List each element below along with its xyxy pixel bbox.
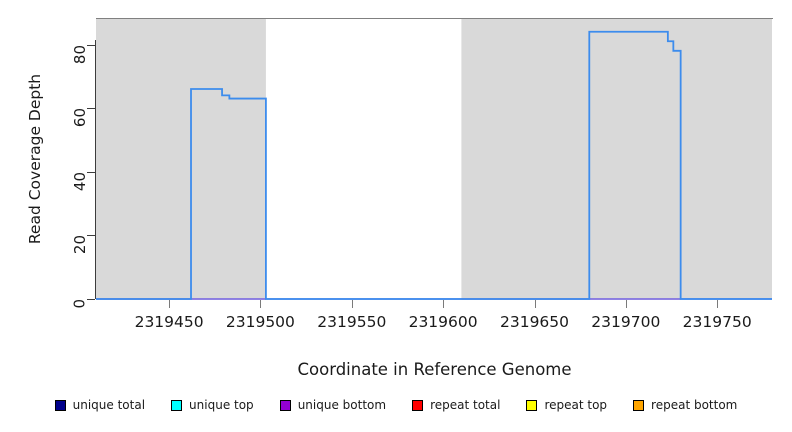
x-axis-tick-label: 2319700 xyxy=(591,313,661,331)
plot-area xyxy=(96,19,772,300)
square-swatch-icon xyxy=(633,399,645,411)
legend-item-label: repeat bottom xyxy=(651,398,738,412)
x-axis-tick-label: 2319750 xyxy=(682,313,752,331)
y-axis-tick xyxy=(87,235,95,237)
shaded-region xyxy=(461,19,772,299)
x-axis-title: Coordinate in Reference Genome xyxy=(297,360,572,379)
square-swatch-icon xyxy=(412,399,424,411)
x-axis-tick xyxy=(260,300,262,308)
y-axis-tick-label: 40 xyxy=(71,171,89,191)
x-axis-tick-label: 2319600 xyxy=(408,313,478,331)
x-axis-tick-label: 2319650 xyxy=(499,313,570,331)
square-swatch-icon xyxy=(54,399,66,411)
y-axis-tick xyxy=(87,299,95,300)
square-swatch-icon xyxy=(279,399,291,411)
square-swatch-icon xyxy=(526,399,538,411)
x-axis-tick xyxy=(351,300,353,308)
legend-item-label: repeat top xyxy=(544,398,608,412)
legend-item-label: unique total xyxy=(72,398,146,412)
x-axis-tick xyxy=(534,300,536,308)
legend-item: repeat total xyxy=(412,398,500,412)
x-axis-tick-label: 2319500 xyxy=(225,313,295,331)
repeat-shaded-regions xyxy=(96,19,772,299)
y-axis-tick xyxy=(87,44,95,46)
y-axis-title: Read Coverage Depth xyxy=(26,73,44,245)
legend-item-label: unique bottom xyxy=(297,398,387,412)
y-axis-tick-label: 20 xyxy=(71,235,89,255)
legend-item: unique top xyxy=(171,398,254,412)
x-axis-tick-label: 2319550 xyxy=(317,313,387,331)
y-axis-tick xyxy=(87,171,95,173)
x-axis-tick xyxy=(717,300,719,308)
y-axis-tick xyxy=(87,108,95,110)
legend-item-label: repeat total xyxy=(430,398,501,412)
y-axis-line xyxy=(95,40,96,299)
x-axis-tick xyxy=(625,300,627,308)
unique-total-trace xyxy=(96,30,772,300)
legend-item: repeat bottom xyxy=(633,398,737,412)
y-axis-tick-label: 80 xyxy=(71,44,89,64)
coverage-series-group xyxy=(96,30,772,300)
chart-legend: unique total unique top unique bottom repea… xyxy=(0,398,792,412)
x-axis-tick xyxy=(443,300,445,308)
shaded-region xyxy=(96,19,266,299)
x-axis-line xyxy=(96,299,773,300)
x-axis-tick xyxy=(169,300,171,308)
y-axis-tick-label: 0 xyxy=(71,299,89,309)
legend-item-label: unique top xyxy=(189,398,254,412)
square-swatch-icon xyxy=(171,399,183,411)
legend-item: unique total xyxy=(54,398,146,412)
legend-item: repeat top xyxy=(526,398,607,412)
x-axis-tick-label: 2319450 xyxy=(134,313,204,331)
y-axis-tick-label: 60 xyxy=(71,108,89,128)
legend-item: unique bottom xyxy=(279,398,387,412)
plot-canvas xyxy=(96,19,772,300)
plot-frame-top-border xyxy=(96,18,773,19)
